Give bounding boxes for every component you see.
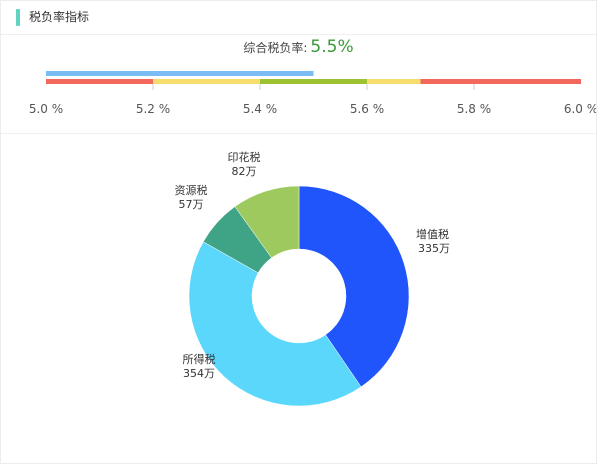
slice-value-label: 354万 (183, 367, 215, 380)
gauge-tick-label: 5.2 % (136, 102, 170, 116)
rate-gauge-svg: 5.0 % 5.2 % 5.4 % 5.6 % 5.8 % 6.0 % (29, 71, 597, 116)
slice-value-label: 82万 (232, 165, 257, 178)
donut-slice-3[interactable] (234, 185, 300, 259)
slice-value-label: 335万 (418, 242, 450, 255)
gauge-tick-label: 6.0 % (564, 102, 596, 116)
gauge-tick-label: 5.4 % (243, 102, 277, 116)
section-divider (1, 133, 596, 134)
donut-slice-1[interactable] (188, 241, 362, 407)
gauge-band-3 (367, 79, 421, 84)
gauge-band-1 (153, 79, 260, 84)
slice-label: 所得税 (183, 352, 216, 366)
gauge-tick-label: 5.0 % (29, 102, 63, 116)
slice-label: 印花税 (228, 150, 261, 164)
donut-slice-0[interactable] (298, 185, 410, 388)
header-accent-bar (16, 9, 20, 26)
overall-rate-label: 综合税负率: (243, 41, 308, 55)
rate-gauge: 5.0 % 5.2 % 5.4 % 5.6 % 5.8 % 6.0 % (1, 67, 597, 127)
gauge-band-0 (46, 79, 153, 84)
gauge-band-4 (420, 79, 581, 84)
gauge-tick-label: 5.6 % (350, 102, 384, 116)
gauge-value-bar (46, 71, 314, 76)
gauge-tick-label: 5.8 % (457, 102, 491, 116)
overall-rate-value: 5.5% (310, 37, 354, 57)
slice-label: 增值税 (416, 227, 449, 241)
gauge-band-2 (260, 79, 367, 84)
card-title: 税负率指标 (29, 10, 90, 24)
slice-label: 资源税 (175, 183, 208, 197)
overall-rate: 综合税负率: 5.5% (1, 37, 596, 57)
card-header: 税负率指标 (1, 1, 596, 35)
slice-value-label: 57万 (179, 198, 204, 211)
